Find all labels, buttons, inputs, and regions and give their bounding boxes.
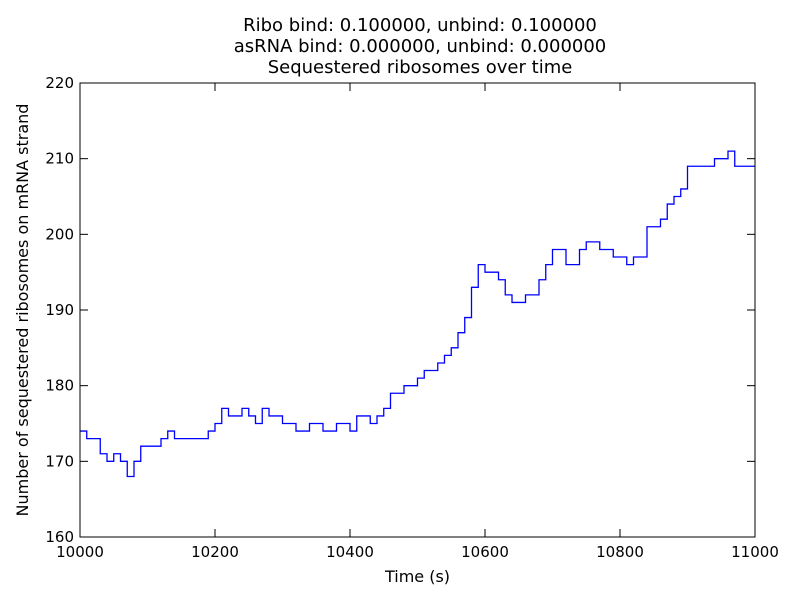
x-tick-label: 10400 bbox=[326, 543, 374, 561]
chart-title: Sequestered ribosomes over time bbox=[268, 57, 573, 78]
chart-title: asRNA bind: 0.000000, unbind: 0.000000 bbox=[234, 36, 607, 57]
data-line bbox=[80, 150, 755, 478]
y-tick-label: 190 bbox=[45, 301, 74, 319]
y-tick-label: 200 bbox=[45, 225, 74, 243]
plot-frame bbox=[79, 82, 756, 538]
x-tick-label: 10600 bbox=[461, 543, 509, 561]
x-tick-label: 10800 bbox=[596, 543, 644, 561]
y-axis-label: Number of sequestered ribosomes on mRNA … bbox=[13, 104, 32, 517]
y-tick-label: 220 bbox=[45, 74, 74, 92]
x-tick-label: 10200 bbox=[191, 543, 239, 561]
y-tick-label: 160 bbox=[45, 528, 74, 546]
chart-title: Ribo bind: 0.100000, unbind: 0.100000 bbox=[243, 15, 597, 36]
x-tick-label: 10000 bbox=[56, 543, 104, 561]
x-tick-label: 11000 bbox=[731, 543, 779, 561]
y-tick-label: 180 bbox=[45, 377, 74, 395]
y-tick-label: 170 bbox=[45, 452, 74, 470]
y-tick-label: 210 bbox=[45, 150, 74, 168]
x-axis-label: Time (s) bbox=[384, 567, 450, 586]
